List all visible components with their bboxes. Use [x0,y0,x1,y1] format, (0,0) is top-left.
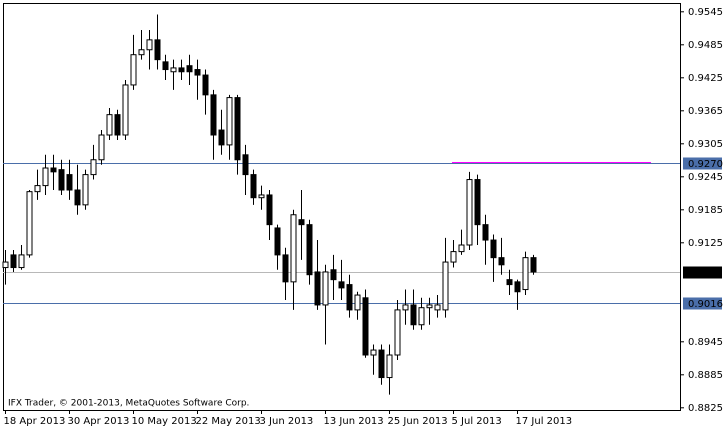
candle-body [290,214,297,283]
y-tick-label: 0.9545 [688,7,723,18]
candle-body [458,244,465,253]
candle-body [138,49,145,56]
candle-body [154,39,161,61]
candle-body [146,39,153,51]
y-tick-label: 0.8945 [688,337,723,348]
candle-body [330,269,337,281]
x-tick-label: 13 Jun 2013 [324,416,384,427]
candle-body [434,304,441,311]
annotation: IFX Trader, © 2001-2013, MetaQuotes Soft… [8,399,249,409]
x-tick-label: 17 Jul 2013 [516,416,573,427]
candle-body [194,69,201,76]
candle-body [18,254,25,269]
candle-body [74,189,81,206]
plot-frame [3,3,681,411]
candle-body [250,174,257,199]
x-tick-label: 25 Jun 2013 [388,416,448,427]
candle-body [474,179,481,226]
candle-body [362,297,369,356]
candle-body [322,271,329,306]
candle-body [58,169,65,191]
candle-body [162,61,169,71]
candle-body [346,284,353,311]
candle-body [2,261,9,269]
candle-body [202,74,209,96]
candle-body [130,54,137,86]
candle-body [498,257,505,266]
y-tick-label: 0.9185 [688,205,723,216]
price-label-box [683,297,722,310]
y-tick-label: 0.9365 [688,106,723,117]
candle-body [266,194,273,226]
candle-body [106,114,113,136]
y-tick-label: 0.9425 [688,73,723,84]
candle-body [98,134,105,161]
candle-body [66,174,73,191]
candle-body [282,254,289,283]
x-tick-label: 10 May 2013 [132,416,197,427]
candle-body [234,97,241,161]
candle-body [490,239,497,259]
candle-body [450,251,457,263]
price-label: 0.9270 [688,159,723,170]
candle-body [274,227,281,256]
candle-body [298,219,305,226]
x-tick-label: 22 May 2013 [196,416,261,427]
candle-body [506,279,513,286]
y-tick-label: 0.8885 [688,370,723,381]
candle-body [42,167,49,187]
x-tick-label: 18 Apr 2013 [4,416,66,427]
y-tick-label: 0.9125 [688,238,723,249]
candle-body [258,194,265,199]
candle-body [338,281,345,289]
y-tick-label: 0.8825 [688,403,723,414]
candle-body [370,349,377,356]
candle-body [402,304,409,311]
candle-body [170,67,177,73]
candle-body [394,309,401,356]
y-tick-label: 0.9245 [688,172,723,183]
price-label: 0.9072 [688,268,723,279]
candle-body [26,191,33,256]
candle-body [386,354,393,379]
candle-body [114,114,121,136]
candle-body [178,67,185,73]
candle-body [50,167,57,173]
candle-body [186,65,193,73]
candle-body [426,304,433,309]
candle-body [90,159,97,176]
candle-body [530,257,537,273]
x-tick-label: 5 Jul 2013 [452,416,502,427]
x-tick-label: 30 Apr 2013 [68,416,130,427]
candle-body [418,307,425,326]
candle-body [466,179,473,246]
candle-body [218,129,225,146]
candle-body [122,84,129,136]
candle-body [410,304,417,326]
x-tick-label: 3 Jun 2013 [260,416,314,427]
price-label-box [683,157,722,170]
candle-body [10,254,17,269]
candle-body [378,349,385,379]
candle-body [226,97,233,146]
candle-body [34,185,41,193]
candle-body [354,294,361,311]
candle-body [242,154,249,176]
candle-body [210,94,217,136]
candle-body [482,224,489,241]
candle-body [522,257,529,291]
price-label: 0.9016 [688,299,723,310]
candle-body [314,271,321,306]
candle-body [514,281,521,293]
candle-body [82,174,89,206]
y-tick-label: 0.9485 [688,40,723,51]
candle-body [306,224,313,276]
y-tick-label: 0.9305 [688,139,723,150]
candle-body [442,261,449,311]
price-label-box [683,266,722,279]
